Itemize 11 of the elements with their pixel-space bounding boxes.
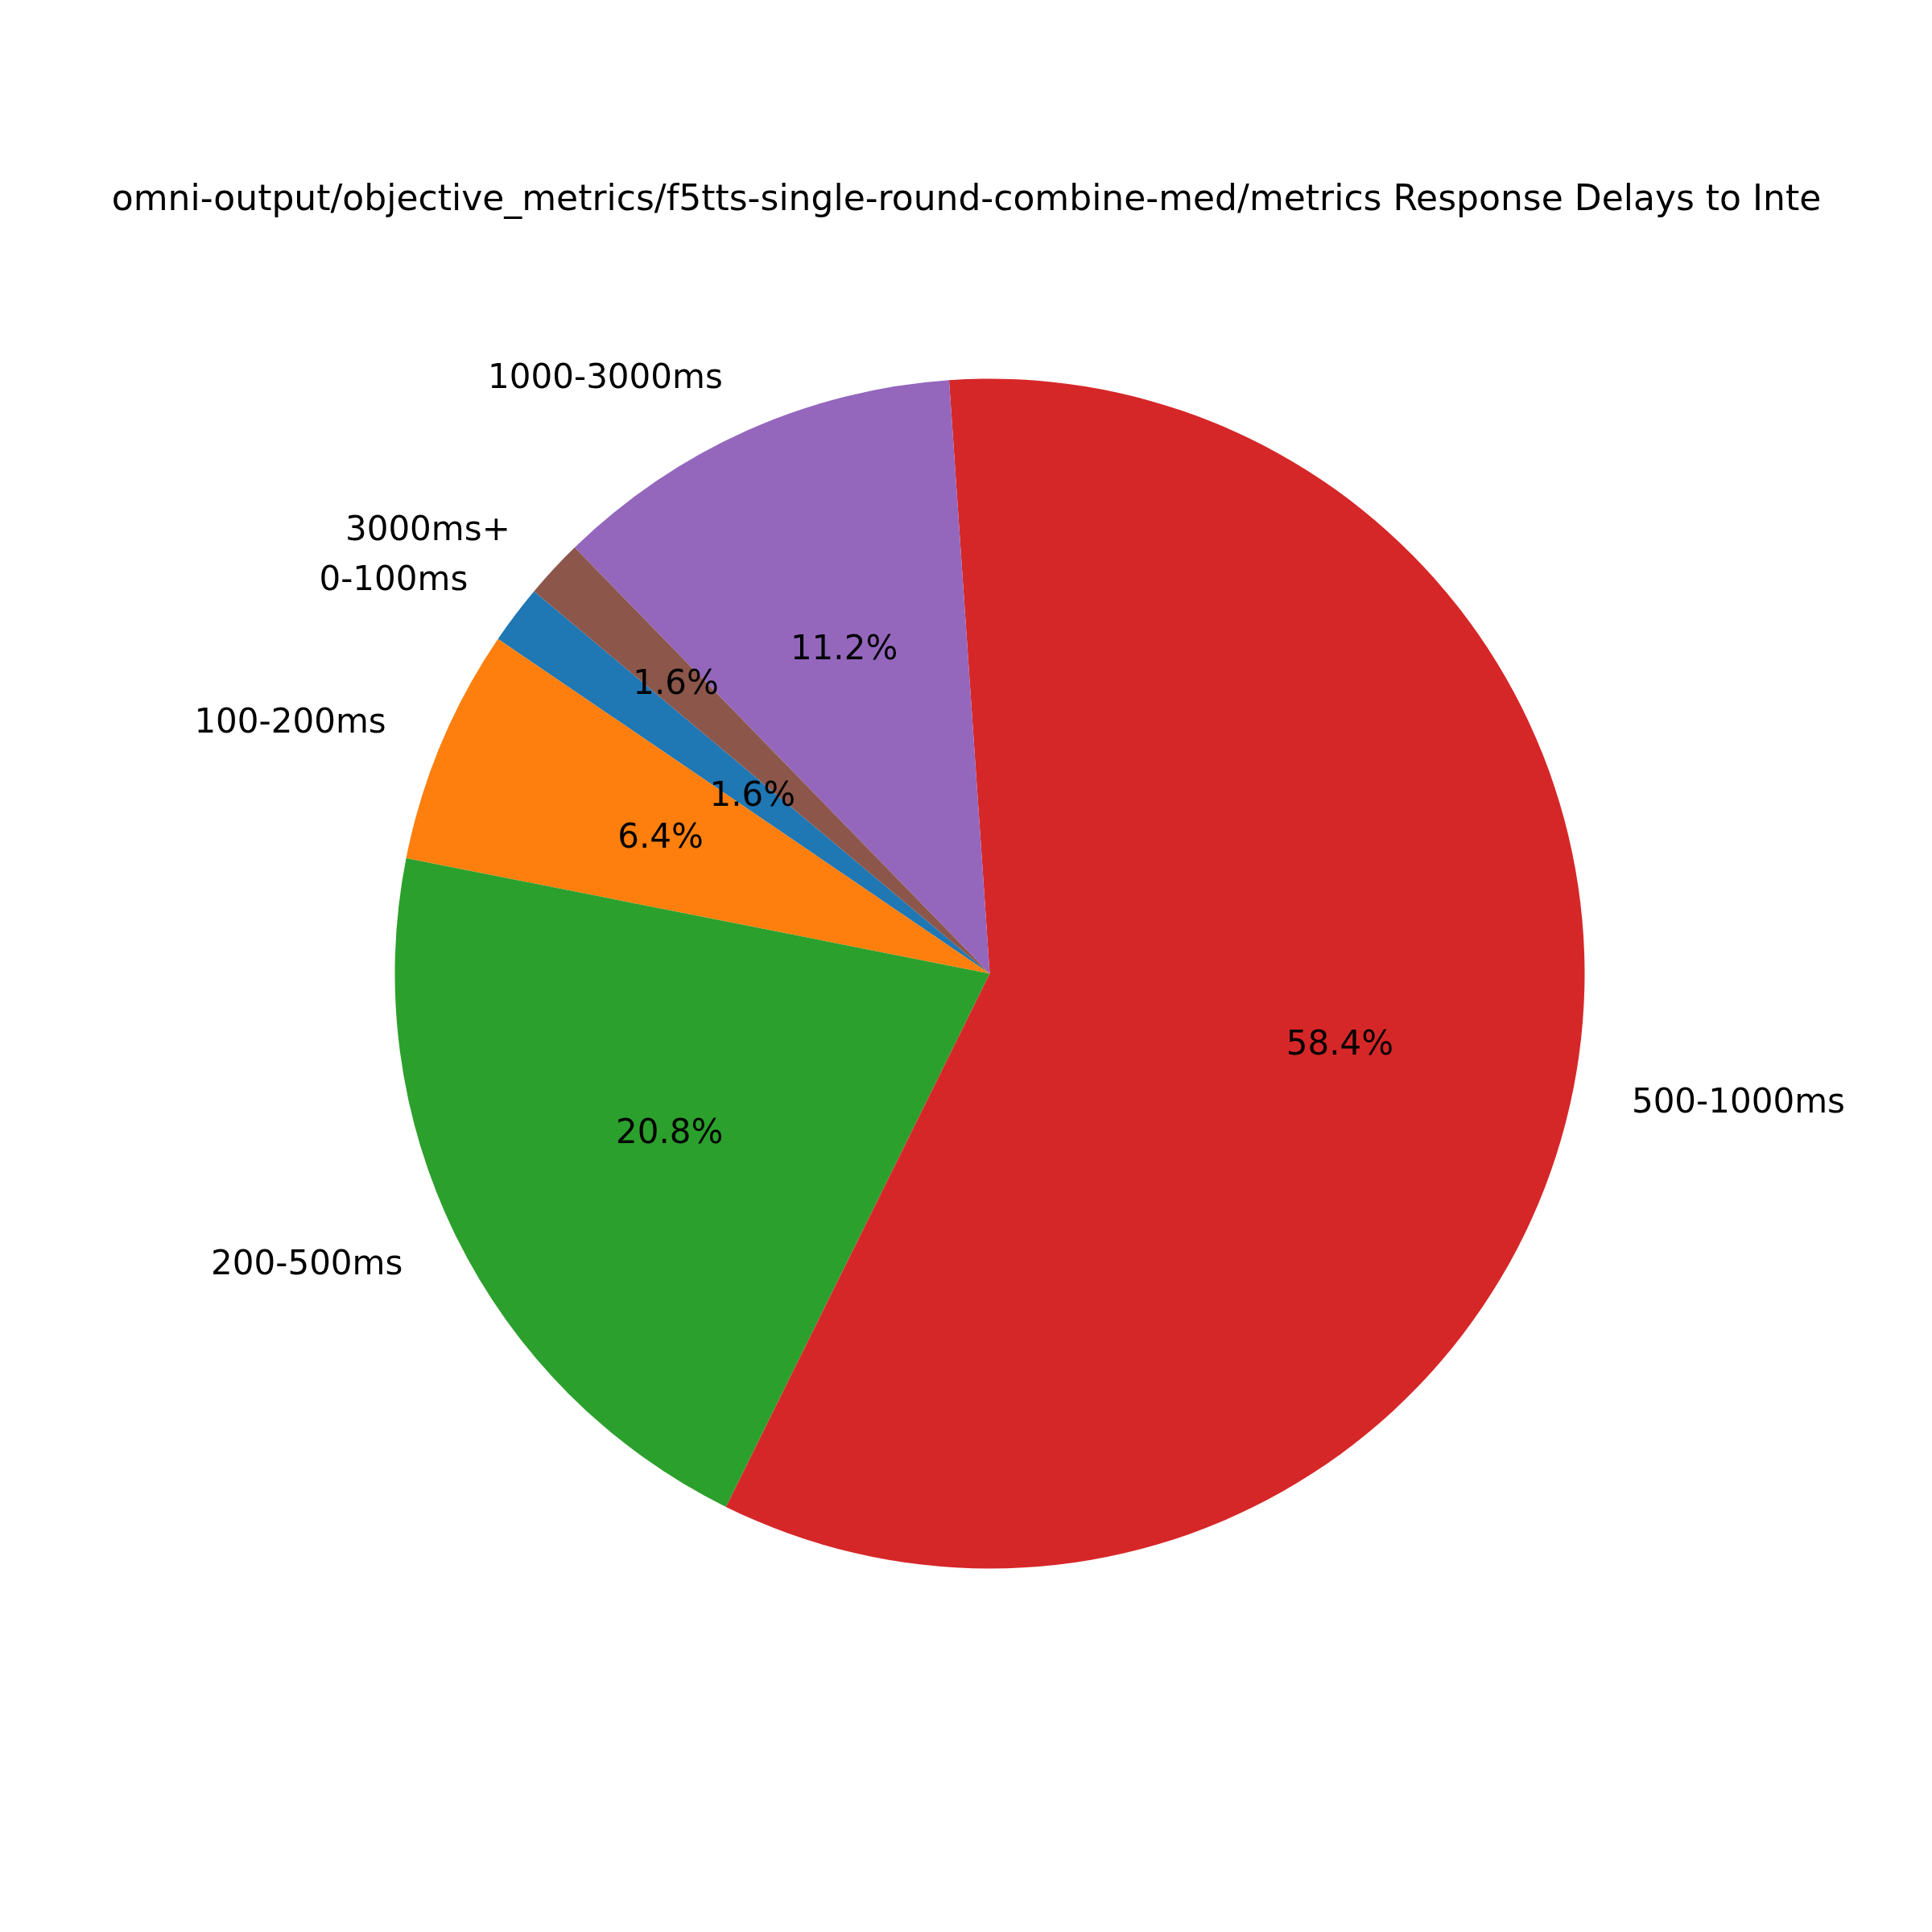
slice-label: 500-1000ms: [1631, 1080, 1845, 1121]
chart-title: omni-output/objective_metrics/f5tts-single-round-combine-med/metrics Response Delays to Inte: [111, 177, 1822, 219]
slice-label: 3000ms+: [345, 508, 510, 548]
data-label: 11.2%: [790, 628, 898, 668]
slice-label: 1000-3000ms: [488, 356, 723, 396]
slice-label: 0-100ms: [319, 559, 469, 599]
data-label: 6.4%: [617, 815, 704, 856]
data-label: 58.4%: [1286, 1023, 1394, 1063]
slice-label: 200-500ms: [211, 1243, 403, 1283]
slice-label: 100-200ms: [194, 701, 386, 741]
data-label: 20.8%: [616, 1112, 724, 1152]
